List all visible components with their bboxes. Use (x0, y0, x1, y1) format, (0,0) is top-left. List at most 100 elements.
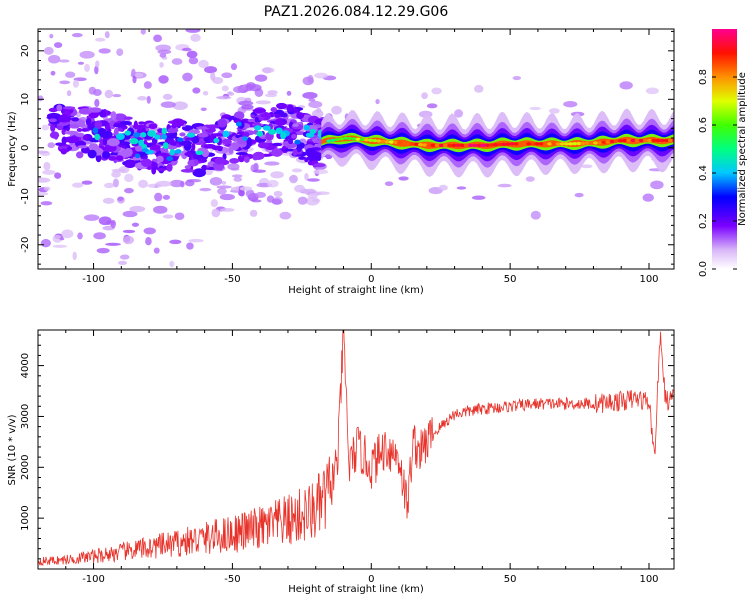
spectrogram-speckle (267, 179, 279, 188)
spectrogram-peak (161, 134, 168, 140)
spectrogram-peak (92, 127, 99, 134)
spectrogram-speckle (77, 232, 83, 240)
spectrogram-frame (37, 28, 675, 270)
spectrogram-ridge-core (505, 142, 511, 146)
spectrogram-speckle (221, 180, 227, 185)
spectrogram-speckle (200, 107, 207, 112)
spectrogram-peak (147, 130, 157, 137)
spectrogram-cell (271, 148, 283, 157)
spectrogram-ridge-core (497, 142, 503, 147)
spectrogram-speckle (231, 174, 243, 178)
snr-ytick-label: 2000 (20, 455, 31, 480)
spectrogram-speckle (153, 247, 160, 254)
spectrogram-ridge-core (326, 139, 332, 143)
spectrogram-ridge-core (422, 143, 428, 147)
spectrogram-cell (235, 152, 248, 156)
spectrogram-speckle (66, 90, 72, 97)
spectrogram-cell (214, 156, 226, 165)
spectrogram-peak (280, 132, 287, 140)
spectrogram-speckle (474, 84, 484, 93)
snr-panel: -100 -50 0 50 100 1000 2000 3000 4000 Height of … (7, 329, 675, 595)
spectrogram-ylabel: Frequency (Hz) (7, 111, 18, 187)
spectrogram-speckle (238, 100, 254, 106)
spectrogram-speckle (61, 229, 74, 239)
spectrogram-cell (179, 132, 186, 137)
spectrogram-ridge-core (484, 143, 490, 147)
spectrogram-speckle (40, 238, 51, 248)
spectrogram-speckle (251, 199, 262, 203)
spectrogram-cell (257, 141, 269, 149)
colorbar-tick-label: 0.8 (698, 69, 709, 85)
spectrogram-speckle (291, 168, 303, 173)
spectrogram-cell (74, 140, 87, 146)
spectrogram-speckle (227, 91, 235, 96)
spectrogram-ridge-core (447, 143, 453, 147)
spectrogram-cell (151, 144, 161, 150)
spectrogram-speckle (129, 205, 146, 213)
spectrogram-speckle (159, 53, 167, 58)
spectrogram-speckle (302, 76, 314, 86)
spectrogram-speckle (43, 46, 54, 55)
spectrogram-speckle (112, 94, 122, 98)
spectrogram-cell (50, 123, 56, 132)
spectrogram-peak (268, 129, 277, 135)
spectrogram-ridge-core (617, 139, 624, 143)
spectrogram-speckle (245, 189, 255, 198)
spectrogram-speckle (52, 234, 63, 243)
spectrogram-peak (174, 149, 182, 154)
spectrogram-cell (298, 156, 307, 160)
spectrogram-speckle (210, 199, 219, 208)
spectrogram-speckle (209, 176, 223, 186)
spectrogram-peak (154, 134, 161, 140)
spectrogram-ridge-core (613, 139, 619, 143)
spectrogram-speckle (456, 186, 467, 190)
spectrogram-speckle (216, 95, 232, 100)
spectrogram-ytick-label: 20 (20, 44, 31, 57)
spectrogram-speckle (305, 196, 320, 206)
spectrogram-ridge-core (605, 140, 611, 144)
spectrogram-ridge-core (417, 143, 424, 147)
spectrogram-speckle (94, 65, 99, 75)
spectrogram-ridge-core (355, 137, 361, 141)
spectrogram-speckle (254, 74, 268, 82)
spectrogram-speckle (202, 90, 209, 96)
spectrogram-ridge-core (659, 138, 665, 143)
spectrogram-ridge-core (442, 143, 449, 147)
spectrogram-ridge-core (376, 139, 382, 143)
spectrogram-ridge-core (672, 138, 674, 143)
spectrogram-speckle (308, 98, 316, 102)
spectrogram-xtick-label: -50 (224, 274, 240, 285)
spectrogram-speckle (431, 87, 442, 95)
spectrogram-cell (272, 142, 283, 147)
spectrogram-speckle (307, 178, 320, 182)
spectrogram-cell (310, 152, 325, 159)
spectrogram-ridge-core (651, 138, 657, 143)
spectrogram-speckle (188, 56, 199, 65)
spectrogram-speckle (38, 191, 49, 196)
spectrogram-cell (58, 115, 70, 123)
spectrogram-speckle (264, 161, 280, 166)
spectrogram-ytick-label: 0 (20, 145, 31, 151)
spectrogram-speckle (426, 103, 438, 109)
spectrogram-speckle (38, 177, 51, 183)
spectrogram-cell (197, 132, 209, 138)
spectrogram-speckle (54, 172, 62, 179)
spectrogram-speckle (59, 237, 65, 241)
spectrogram-ridge-core (622, 138, 628, 143)
spectrogram-speckle (158, 75, 169, 84)
spectrogram-speckle (162, 214, 174, 219)
spectrogram-cell (77, 119, 86, 128)
spectrogram-ridge-core (384, 140, 390, 144)
spectrogram-peak (235, 121, 242, 127)
spectrogram-cell (77, 145, 88, 149)
spectrogram-ridge-core (609, 139, 615, 144)
spectrogram-speckle (169, 260, 175, 268)
spectrogram-cell (292, 148, 298, 156)
spectrogram-speckle (98, 48, 111, 54)
spectrogram-speckle (273, 190, 283, 197)
spectrogram-peak (262, 125, 271, 131)
spectrogram-speckle (233, 176, 242, 182)
spectrogram-cell (229, 158, 240, 164)
spectrogram-speckle (176, 20, 185, 28)
spectrogram-speckle (50, 70, 56, 76)
